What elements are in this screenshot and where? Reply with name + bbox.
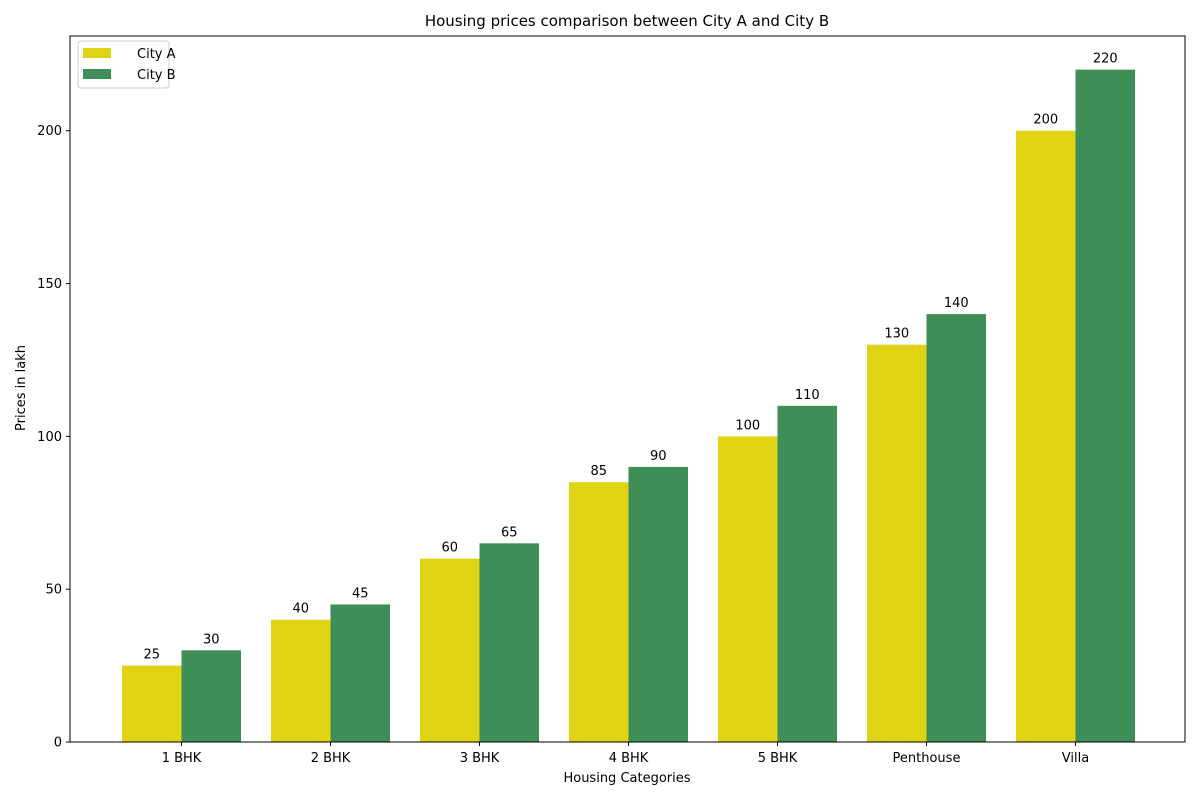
x-axis-label: Housing Categories xyxy=(563,771,690,786)
y-tick-label: 200 xyxy=(37,124,62,139)
x-tick-label: 2 BHK xyxy=(311,751,351,766)
bar-city-a-5 xyxy=(718,436,778,742)
x-tick-label: 4 BHK xyxy=(609,751,649,766)
x-tick-label: 3 BHK xyxy=(460,751,500,766)
y-axis-label: Prices in lakh xyxy=(14,345,29,431)
data-label-city-a-1: 25 xyxy=(143,648,160,663)
bar-city-a-7 xyxy=(1016,130,1076,743)
bar-city-b-6 xyxy=(926,314,986,742)
legend-label-city-a: City A xyxy=(137,47,176,62)
data-labels-layer: 25 30 40 45 60 65 85 90 100 110 130 140 200 220 xyxy=(143,52,1117,663)
data-label-city-a-4: 85 xyxy=(590,464,607,479)
legend-label-city-b: City B xyxy=(137,68,176,83)
bar-city-a-2 xyxy=(271,619,331,742)
data-label-city-a-5: 100 xyxy=(735,418,760,433)
bar-city-a-1 xyxy=(122,665,182,742)
bar-city-b-3 xyxy=(479,543,539,742)
bars-layer xyxy=(122,69,1135,743)
y-tick-label: 100 xyxy=(37,430,62,445)
data-label-city-a-3: 60 xyxy=(441,541,458,556)
x-tick-label: Penthouse xyxy=(893,751,961,766)
data-label-city-b-6: 140 xyxy=(944,296,969,311)
x-tick-label: Villa xyxy=(1062,751,1089,766)
legend-swatch-city-a xyxy=(83,48,111,58)
bar-city-b-7 xyxy=(1075,69,1135,743)
data-label-city-a-7: 200 xyxy=(1033,113,1058,128)
chart-title: Housing prices comparison between City A… xyxy=(425,12,829,30)
data-label-city-b-4: 90 xyxy=(650,449,667,464)
y-tick-label: 50 xyxy=(45,583,62,598)
data-label-city-b-2: 45 xyxy=(352,586,369,601)
y-tick-label: 0 xyxy=(54,736,62,751)
bar-city-a-6 xyxy=(867,344,927,742)
data-label-city-b-5: 110 xyxy=(795,388,820,403)
x-tick-label: 5 BHK xyxy=(758,751,798,766)
data-label-city-b-7: 220 xyxy=(1093,52,1118,67)
legend: City A City B xyxy=(77,40,176,89)
legend-swatch-city-b xyxy=(83,69,111,79)
bar-city-b-2 xyxy=(330,604,390,742)
bar-city-a-3 xyxy=(420,558,480,742)
x-tick-label: 1 BHK xyxy=(162,751,202,766)
y-tick-label: 150 xyxy=(37,277,62,292)
bar-city-b-1 xyxy=(181,650,241,742)
data-label-city-b-1: 30 xyxy=(203,632,220,647)
data-label-city-a-6: 130 xyxy=(884,327,909,342)
bar-city-b-5 xyxy=(777,405,837,742)
data-label-city-b-3: 65 xyxy=(501,525,518,540)
axes-layer: 0 50 100 150 200 1 BHK 2 BHK 3 BHK 4 BHK 5 BHK Pen… xyxy=(37,35,1186,766)
bar-city-a-4 xyxy=(569,482,629,742)
plot-frame xyxy=(69,35,1186,743)
data-label-city-a-2: 40 xyxy=(292,602,309,617)
bar-city-b-4 xyxy=(628,466,688,742)
